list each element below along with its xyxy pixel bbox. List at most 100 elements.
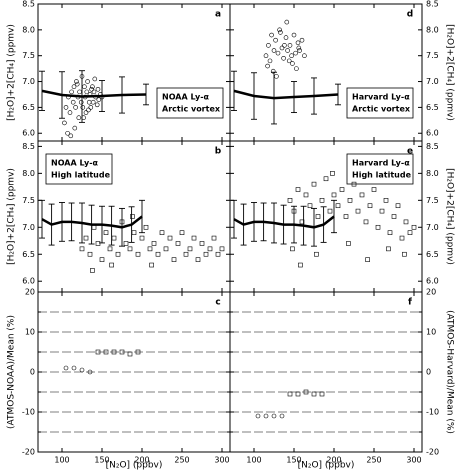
data-point bbox=[207, 246, 213, 252]
data-point bbox=[84, 89, 90, 95]
y-tick-label: 6.0 bbox=[426, 277, 439, 286]
data-point bbox=[347, 198, 353, 203]
data-point bbox=[279, 45, 285, 51]
data-point bbox=[88, 105, 94, 110]
annotation-box bbox=[346, 153, 414, 185]
data-point bbox=[387, 230, 393, 235]
data-point bbox=[139, 235, 145, 241]
data-point bbox=[195, 257, 201, 262]
data-point bbox=[343, 214, 349, 219]
data-point bbox=[303, 389, 309, 395]
y-axis-label: (ATMOS-Harvard)/Mean (%) bbox=[445, 310, 455, 434]
data-point bbox=[68, 133, 74, 139]
data-point bbox=[290, 246, 295, 252]
data-point bbox=[135, 349, 141, 355]
data-point bbox=[183, 251, 189, 257]
x-tick-label: 100 bbox=[246, 456, 261, 465]
data-point bbox=[63, 105, 69, 110]
x-axis-label: [N₂O] (ppbv) bbox=[298, 461, 355, 471]
data-point bbox=[299, 37, 305, 43]
y-tick-label: 6.0 bbox=[22, 129, 35, 138]
data-point bbox=[107, 246, 113, 252]
data-point bbox=[175, 241, 181, 246]
data-point bbox=[87, 369, 93, 375]
data-point bbox=[127, 351, 133, 357]
data-point bbox=[293, 50, 298, 56]
data-point bbox=[270, 68, 276, 74]
x-tick-label: 200 bbox=[134, 456, 149, 465]
data-point bbox=[111, 349, 117, 355]
data-point bbox=[86, 107, 91, 113]
data-point bbox=[274, 74, 279, 79]
data-point bbox=[278, 30, 283, 35]
annotation-text: Arctic vortex bbox=[352, 105, 411, 114]
panel-letter: d bbox=[407, 10, 413, 20]
data-point bbox=[155, 251, 161, 257]
panel-frame bbox=[37, 3, 231, 142]
y-tick-label: 6.0 bbox=[426, 129, 439, 138]
data-point bbox=[149, 262, 154, 268]
data-point bbox=[83, 110, 89, 115]
data-point bbox=[407, 230, 413, 235]
data-point bbox=[76, 115, 82, 121]
data-point bbox=[339, 187, 345, 192]
data-point bbox=[277, 27, 282, 33]
y-tick-label: 8.5 bbox=[426, 0, 439, 9]
annotation-box bbox=[45, 153, 113, 185]
data-point bbox=[90, 84, 95, 90]
data-point bbox=[147, 246, 153, 252]
y-tick-label: 8.0 bbox=[22, 25, 35, 34]
x-tick-label: 150 bbox=[286, 456, 301, 465]
data-point bbox=[74, 79, 79, 84]
data-point bbox=[65, 130, 70, 136]
data-point bbox=[297, 48, 302, 53]
data-point bbox=[359, 192, 365, 198]
data-point bbox=[119, 349, 125, 355]
y-tick-label: -10 bbox=[426, 408, 439, 417]
data-point bbox=[289, 53, 294, 58]
data-point bbox=[284, 19, 290, 25]
y-tick-label: 7.0 bbox=[22, 223, 35, 232]
data-point bbox=[411, 224, 417, 230]
data-point bbox=[267, 58, 273, 64]
data-point bbox=[95, 87, 101, 92]
data-point bbox=[286, 58, 292, 64]
y-tick-label: -20 bbox=[426, 448, 439, 457]
data-point bbox=[70, 99, 76, 105]
data-point bbox=[283, 35, 289, 40]
y-tick-label: 7.0 bbox=[22, 77, 35, 86]
panel-letter: b bbox=[215, 147, 222, 157]
data-point bbox=[379, 208, 385, 214]
data-point bbox=[331, 192, 337, 198]
x-axis-label: [N₂O] (ppbv) bbox=[106, 461, 163, 471]
data-point bbox=[303, 192, 309, 198]
data-point bbox=[402, 251, 407, 257]
y-tick-label: 10 bbox=[426, 328, 436, 337]
y-tick-label: 8.5 bbox=[426, 142, 439, 151]
annotation-text: NOAA Ly-α bbox=[162, 93, 210, 102]
data-point bbox=[275, 50, 281, 56]
data-point bbox=[215, 251, 221, 257]
data-point bbox=[386, 246, 391, 252]
data-point bbox=[115, 251, 121, 257]
panel-frame bbox=[229, 3, 423, 142]
data-point bbox=[291, 32, 297, 38]
data-point bbox=[395, 203, 401, 209]
data-point bbox=[127, 246, 133, 252]
data-point bbox=[79, 246, 85, 252]
data-point bbox=[69, 89, 74, 95]
y-tick-label: 6.5 bbox=[22, 250, 35, 259]
panel-letter: c bbox=[215, 298, 220, 308]
data-point bbox=[91, 224, 97, 230]
annotation-text: High latitude bbox=[352, 171, 412, 180]
data-point bbox=[211, 235, 217, 241]
y-tick-label: 8.0 bbox=[426, 25, 439, 34]
y-tick-label: 8.5 bbox=[22, 0, 35, 9]
data-point bbox=[271, 48, 277, 53]
data-point bbox=[311, 181, 317, 187]
data-point bbox=[363, 219, 369, 225]
data-point bbox=[307, 203, 313, 209]
data-point bbox=[319, 391, 325, 397]
data-point bbox=[99, 257, 105, 262]
